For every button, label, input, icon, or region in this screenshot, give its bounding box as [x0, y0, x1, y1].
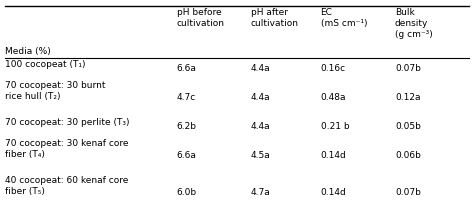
Text: 4.7c: 4.7c: [177, 93, 196, 102]
Text: 40 cocopeat: 60 kenaf core
fiber (T₅): 40 cocopeat: 60 kenaf core fiber (T₅): [5, 176, 128, 196]
Text: 4.4a: 4.4a: [251, 93, 271, 102]
Text: 4.4a: 4.4a: [251, 64, 271, 73]
Text: 70 cocopeat: 30 kenaf core
fiber (T₄): 70 cocopeat: 30 kenaf core fiber (T₄): [5, 139, 128, 159]
Text: 70 cocopeat: 30 burnt
rice hull (T₂): 70 cocopeat: 30 burnt rice hull (T₂): [5, 81, 105, 101]
Text: pH before
cultivation: pH before cultivation: [177, 8, 225, 28]
Text: 70 cocopeat: 30 perlite (T₃): 70 cocopeat: 30 perlite (T₃): [5, 118, 129, 127]
Text: EC
(mS cm⁻¹): EC (mS cm⁻¹): [320, 8, 367, 28]
Text: 0.21 b: 0.21 b: [320, 122, 349, 131]
Text: 0.06b: 0.06b: [395, 151, 421, 160]
Text: 100 cocopeat (T₁): 100 cocopeat (T₁): [5, 60, 85, 69]
Text: 6.0b: 6.0b: [177, 188, 197, 197]
Text: 4.5a: 4.5a: [251, 151, 271, 160]
Text: Media (%): Media (%): [5, 47, 51, 56]
Text: 0.12a: 0.12a: [395, 93, 420, 102]
Text: 0.05b: 0.05b: [395, 122, 421, 131]
Text: Bulk
density
(g cm⁻³): Bulk density (g cm⁻³): [395, 8, 433, 39]
Text: 0.07b: 0.07b: [395, 188, 421, 197]
Text: 0.14d: 0.14d: [320, 151, 346, 160]
Text: 0.07b: 0.07b: [395, 64, 421, 73]
Text: 6.2b: 6.2b: [177, 122, 197, 131]
Text: 0.14d: 0.14d: [320, 188, 346, 197]
Text: 0.48a: 0.48a: [320, 93, 346, 102]
Text: 6.6a: 6.6a: [177, 151, 197, 160]
Text: 0.16c: 0.16c: [320, 64, 346, 73]
Text: 6.6a: 6.6a: [177, 64, 197, 73]
Text: 4.4a: 4.4a: [251, 122, 271, 131]
Text: 4.7a: 4.7a: [251, 188, 271, 197]
Text: pH after
cultivation: pH after cultivation: [251, 8, 299, 28]
